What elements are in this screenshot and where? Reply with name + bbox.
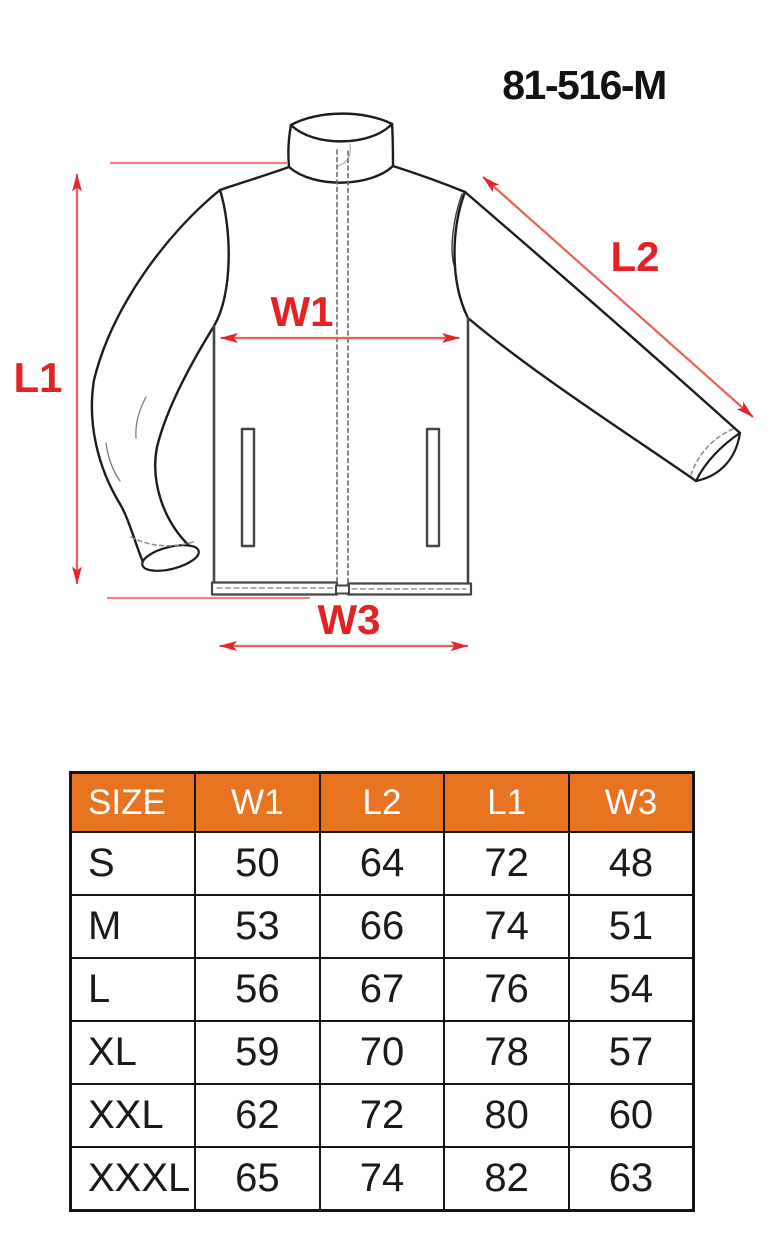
left-cuff	[141, 544, 200, 572]
table-row: L 56 67 76 54	[69, 957, 695, 1022]
header-cell-size: SIZE	[69, 771, 197, 833]
value-cell: 76	[443, 957, 570, 1022]
product-code: 81-516-M	[502, 62, 667, 108]
table-row: XXXL 65 74 82 63	[69, 1146, 695, 1212]
table-row: XL 59 70 78 57	[69, 1020, 695, 1085]
value-cell: 57	[567, 1020, 695, 1085]
value-cell: 59	[194, 1020, 321, 1085]
value-cell: 54	[567, 957, 695, 1022]
jacket-outline	[90, 112, 742, 596]
size-table: SIZE W1 L2 L1 W3 S 50 64 72 48 M 53 66 7…	[69, 771, 695, 1212]
value-cell: 80	[443, 1083, 570, 1148]
value-cell: 72	[443, 831, 570, 896]
hem-zipper-stop	[335, 584, 350, 595]
left-sleeve	[90, 188, 230, 572]
value-cell: 70	[318, 1020, 446, 1085]
jacket-body	[210, 316, 473, 596]
value-cell: 50	[194, 831, 321, 896]
size-cell: M	[69, 894, 197, 959]
dimension-overlay: L1 W1 L2 W3	[13, 161, 754, 651]
right-pocket	[425, 427, 441, 548]
size-cell: S	[69, 831, 197, 896]
value-cell: 74	[318, 1146, 446, 1212]
zipper	[336, 149, 349, 584]
value-cell: 72	[318, 1083, 446, 1148]
w3-label: W3	[318, 596, 381, 643]
left-pocket	[240, 427, 256, 548]
value-cell: 64	[318, 831, 446, 896]
l2-label: L2	[610, 233, 659, 280]
value-cell: 63	[567, 1146, 695, 1212]
value-cell: 60	[567, 1083, 695, 1148]
table-row: M 53 66 74 51	[69, 894, 695, 959]
size-cell: XXXL	[69, 1146, 197, 1212]
size-cell: XL	[69, 1020, 197, 1085]
table-header-row: SIZE W1 L2 L1 W3	[69, 771, 695, 833]
header-cell-l2: L2	[318, 771, 446, 833]
value-cell: 74	[443, 894, 570, 959]
right-shoulder-seam	[391, 164, 467, 194]
hem-band-right	[346, 582, 473, 596]
jacket-measurement-diagram: L1 W1 L2 W3	[13, 112, 754, 651]
w1-label: W1	[271, 288, 334, 335]
header-cell-w1: W1	[194, 771, 321, 833]
value-cell: 67	[318, 957, 446, 1022]
header-cell-l1: L1	[443, 771, 570, 833]
l1-label: L1	[13, 354, 62, 401]
value-cell: 78	[443, 1020, 570, 1085]
size-cell: XXL	[69, 1083, 197, 1148]
table-row: XXL 62 72 80 60	[69, 1083, 695, 1148]
value-cell: 48	[567, 831, 695, 896]
value-cell: 53	[194, 894, 321, 959]
collar	[287, 112, 395, 184]
value-cell: 56	[194, 957, 321, 1022]
value-cell: 65	[194, 1146, 321, 1212]
right-sleeve	[451, 190, 742, 483]
value-cell: 51	[567, 894, 695, 959]
right-cuff	[694, 431, 742, 483]
value-cell: 82	[443, 1146, 570, 1212]
left-shoulder-seam	[218, 165, 291, 192]
table-row: S 50 64 72 48	[69, 831, 695, 896]
value-cell: 62	[194, 1083, 321, 1148]
value-cell: 66	[318, 894, 446, 959]
header-cell-w3: W3	[567, 771, 695, 833]
size-cell: L	[69, 957, 197, 1022]
l2-dimension-arrow	[482, 176, 754, 418]
